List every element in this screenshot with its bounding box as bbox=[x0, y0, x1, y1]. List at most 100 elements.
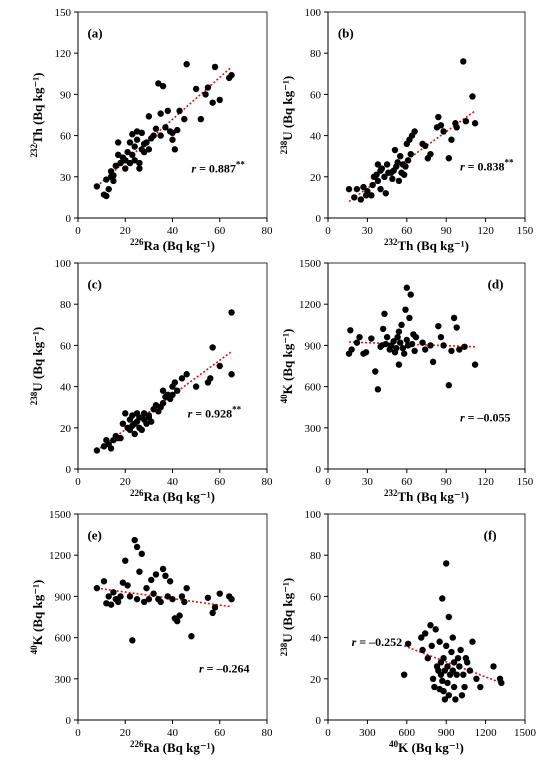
x-tick-label: 60 bbox=[214, 225, 226, 237]
data-point bbox=[157, 132, 164, 139]
data-point bbox=[456, 346, 463, 353]
y-tick-label: 120 bbox=[55, 48, 72, 60]
data-point bbox=[418, 634, 425, 641]
data-point bbox=[105, 593, 112, 600]
data-point bbox=[136, 165, 143, 172]
data-point bbox=[216, 590, 223, 597]
data-point bbox=[462, 117, 470, 125]
panel-label: (b) bbox=[338, 26, 354, 41]
x-tick-label: 0 bbox=[75, 727, 81, 739]
data-point bbox=[368, 192, 375, 199]
data-point bbox=[131, 430, 138, 438]
data-point bbox=[164, 593, 171, 600]
data-point bbox=[389, 175, 396, 183]
data-point bbox=[452, 696, 459, 703]
data-point bbox=[411, 347, 418, 355]
data-point bbox=[431, 683, 438, 691]
data-point bbox=[171, 379, 179, 386]
y-tick-label: 0 bbox=[66, 213, 72, 225]
y-tick-label: 600 bbox=[55, 633, 72, 645]
data-point bbox=[441, 696, 449, 703]
data-point bbox=[155, 80, 162, 87]
data-point bbox=[429, 675, 437, 682]
data-point bbox=[162, 124, 169, 131]
data-point bbox=[93, 584, 101, 592]
x-axis-title: 232Th (Bq kg⁻¹) bbox=[384, 237, 469, 253]
data-point bbox=[448, 347, 455, 355]
data-point bbox=[461, 343, 468, 350]
plot-frame bbox=[327, 262, 526, 470]
correlation-label: r = 0.838** bbox=[460, 158, 514, 174]
data-point bbox=[188, 633, 195, 640]
data-point bbox=[429, 358, 437, 366]
data-point bbox=[424, 655, 432, 662]
data-point bbox=[159, 399, 167, 407]
data-point bbox=[372, 368, 379, 375]
x-tick-label: 40 bbox=[167, 225, 179, 237]
data-point bbox=[100, 578, 108, 585]
panel-a: 0 20 40 60 80 0 30 60 90 120 150 (a) r = 0.887** 226R… bbox=[29, 7, 273, 253]
data-point bbox=[117, 593, 124, 600]
data-point bbox=[133, 136, 141, 143]
data-point bbox=[408, 340, 416, 348]
data-point bbox=[469, 638, 476, 645]
data-point bbox=[192, 383, 200, 390]
data-point bbox=[383, 333, 391, 341]
data-point bbox=[345, 185, 353, 193]
x-tick-label: 120 bbox=[477, 476, 494, 488]
data-point bbox=[395, 177, 403, 185]
data-point bbox=[93, 447, 101, 454]
x-axis-title: 226Ra (Bq kg⁻¹) bbox=[130, 237, 215, 253]
data-point bbox=[348, 346, 355, 353]
y-tick-label: 80 bbox=[310, 550, 322, 562]
correlation-label: r = 0.928** bbox=[188, 405, 242, 421]
data-point bbox=[407, 291, 414, 298]
data-point bbox=[439, 595, 446, 602]
y-tick-label: 80 bbox=[60, 299, 72, 311]
data-point bbox=[159, 387, 167, 394]
data-point bbox=[126, 159, 134, 167]
data-point bbox=[136, 568, 143, 575]
y-tick-label: 150 bbox=[55, 7, 72, 19]
data-point bbox=[445, 155, 453, 162]
data-point bbox=[176, 612, 183, 619]
y-tick-label: 300 bbox=[305, 423, 322, 435]
data-point bbox=[159, 82, 167, 90]
data-point bbox=[143, 139, 150, 146]
data-point bbox=[445, 613, 453, 621]
data-point bbox=[368, 335, 375, 342]
y-tick-label: 20 bbox=[310, 674, 322, 686]
data-point bbox=[140, 148, 148, 156]
x-tick-label: 0 bbox=[325, 727, 331, 739]
data-point bbox=[458, 692, 466, 699]
data-point bbox=[209, 99, 216, 106]
data-point bbox=[126, 593, 134, 600]
data-point bbox=[148, 418, 155, 425]
data-point bbox=[117, 434, 124, 442]
data-point bbox=[169, 595, 176, 603]
data-point bbox=[169, 136, 176, 143]
data-point bbox=[454, 655, 462, 662]
x-tick-label: 20 bbox=[120, 727, 132, 739]
data-point bbox=[453, 124, 460, 131]
x-tick-label: 60 bbox=[214, 727, 226, 739]
data-point bbox=[183, 371, 190, 378]
data-point bbox=[122, 557, 129, 564]
y-axis-title: 40K (Bq kg⁻¹) bbox=[29, 580, 45, 655]
x-tick-label: 0 bbox=[75, 476, 81, 488]
data-point bbox=[157, 110, 164, 117]
panel-b: 0 30 60 90 120 150 0 20 40 60 80 100 (b) r = 0.838** 2… bbox=[279, 7, 534, 253]
y-tick-label: 900 bbox=[305, 340, 322, 352]
x-axis-title: 232Th (Bq kg⁻¹) bbox=[384, 488, 469, 504]
y-tick-label: 300 bbox=[55, 674, 72, 686]
y-tick-label: 40 bbox=[310, 131, 322, 143]
data-point bbox=[397, 339, 404, 346]
y-tick-label: 1200 bbox=[299, 299, 322, 311]
data-point bbox=[460, 671, 467, 678]
data-point bbox=[450, 314, 458, 322]
data-point bbox=[394, 159, 401, 166]
data-point bbox=[412, 333, 420, 341]
y-tick-label: 0 bbox=[66, 715, 72, 727]
data-point bbox=[152, 125, 160, 132]
